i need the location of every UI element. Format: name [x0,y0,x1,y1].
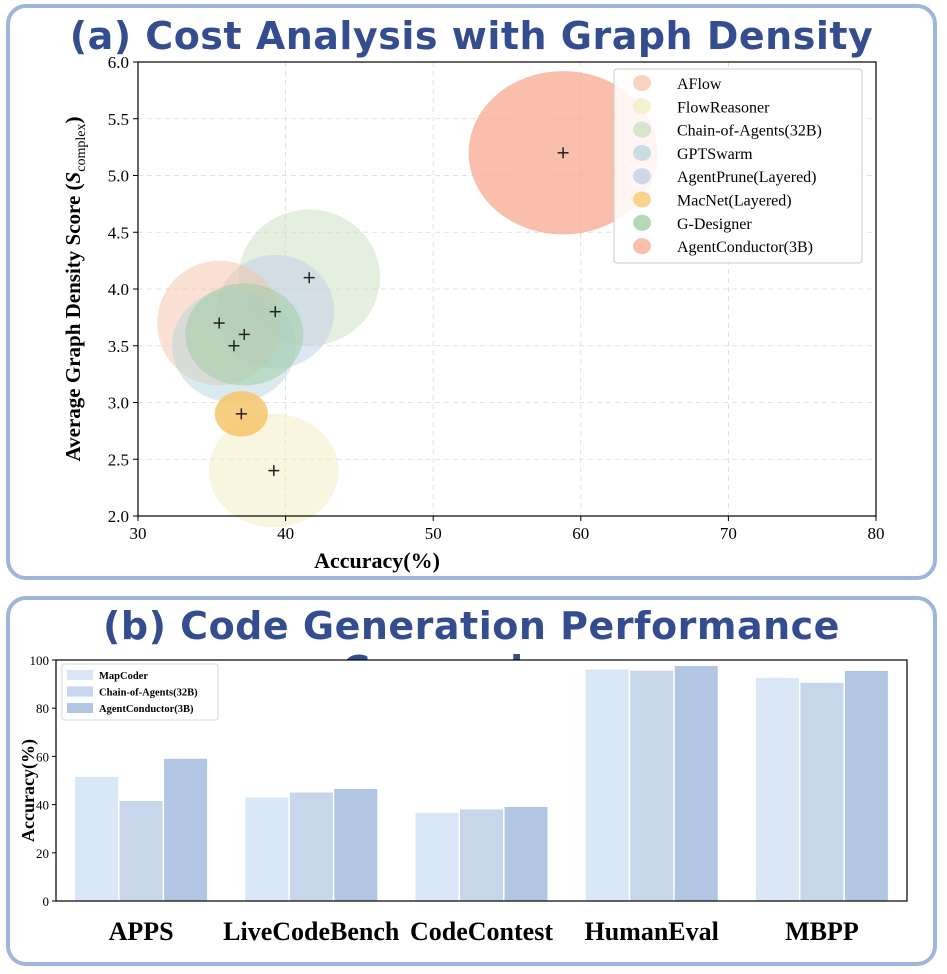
legend-label: AgentConductor(3B) [677,239,813,256]
bar-mapcoder-codecontest [415,813,459,901]
bar-agentconductor-3b--livecodebench [334,788,378,901]
bar-y-tick-label: 20 [36,846,49,861]
legend-swatch [633,214,651,231]
legend-label: MacNet(Layered) [677,193,792,210]
y-tick-label: 5.5 [108,110,129,129]
bar-y-tick-label: 0 [43,894,50,909]
category-label: HumanEval [585,917,719,946]
bar-chain-of-agents-32b--humaneval [630,670,674,901]
bar-legend-swatch [67,686,93,697]
bar-legend-swatch [67,670,93,680]
legend-label: G-Designer [677,216,752,233]
x-axis-title: Accuracy(%) [314,548,440,573]
legend-label: Chain-of-Agents(32B) [677,123,822,140]
legend-swatch [633,144,651,161]
bar-agentconductor-3b--mbpp [844,670,888,901]
bar-chain-of-agents-32b--mbpp [800,682,844,901]
bar-chain-of-agents-32b--codecontest [460,809,503,901]
category-label: APPS [109,917,174,946]
bar-y-tick-label: 40 [36,798,49,813]
bar-chain-of-agents-32b--livecodebench [289,792,333,901]
y-tick-label: 2.0 [108,507,129,526]
category-label: LiveCodeBench [223,917,400,946]
bar-legend-label: Chain-of-Agents(32B) [99,688,198,699]
bar-agentconductor-3b--codecontest [504,807,548,901]
legend-swatch [633,191,651,208]
marker-agentprune-layered- [269,306,281,318]
bar-mapcoder-humaneval [585,669,629,901]
category-label: CodeContest [410,917,553,946]
y-tick-label: 2.5 [108,450,129,469]
legend-label: GPTSwarm [677,146,753,163]
bar-y-axis-title: Accuracy(%) [18,739,39,842]
y-tick-label: 4.0 [108,280,129,299]
bar-agentconductor-3b--humaneval [674,666,718,901]
bar-chain-of-agents-32b--apps [119,800,163,901]
bar-mapcoder-apps [75,776,119,901]
legend-swatch [633,75,651,91]
legend-swatch [633,121,651,138]
bar-axes-frame [55,659,908,902]
marker-chain-of-agents-32b- [303,272,315,284]
marker-agentconductor-3b- [557,147,569,159]
y-tick-label: 3.5 [108,337,129,356]
legend-label: FlowReasoner [677,99,770,116]
bar-legend-label: AgentConductor(3B) [99,704,194,715]
bar-mapcoder-livecodebench [245,797,289,901]
marker-gptswarm [228,340,240,352]
bar-agentconductor-3b--apps [164,758,208,901]
chart-a-title: (a) Cost Analysis with Graph Density [69,14,874,58]
y-tick-label: 6.0 [108,53,129,72]
x-tick-label: 60 [572,524,589,543]
legend-box [613,68,863,264]
x-tick-label: 70 [720,524,737,543]
bar-y-tick-label: 80 [36,701,49,716]
bar-y-tick-label: 100 [30,653,50,668]
x-tick-label: 30 [130,524,147,543]
marker-flowreasoner [268,465,280,477]
bar-mapcoder-mbpp [755,678,799,901]
legend-swatch [633,98,651,115]
category-label: MBPP [785,917,859,946]
y-tick-label: 4.5 [108,223,129,242]
x-tick-label: 40 [277,524,294,543]
marker-g-designer [238,328,250,340]
bar-legend-box [61,663,219,721]
legend-swatch [633,168,651,185]
marker-macnet-layered- [235,408,247,420]
legend-swatch [633,238,651,255]
marker-aflow [213,317,225,329]
bar-legend-label: MapCoder [99,671,148,682]
y-tick-label: 3.0 [108,394,129,413]
x-tick-label: 50 [425,524,442,543]
y-tick-label: 5.0 [108,167,129,186]
legend-label: AgentPrune(Layered) [677,169,817,186]
y-axis-title: Average Graph Density Score (Scomplex) [61,117,89,462]
x-tick-label: 80 [868,524,885,543]
bar-legend-swatch [67,703,93,713]
legend-label: AFlow [677,76,722,93]
bar-y-tick-label: 60 [36,749,49,764]
